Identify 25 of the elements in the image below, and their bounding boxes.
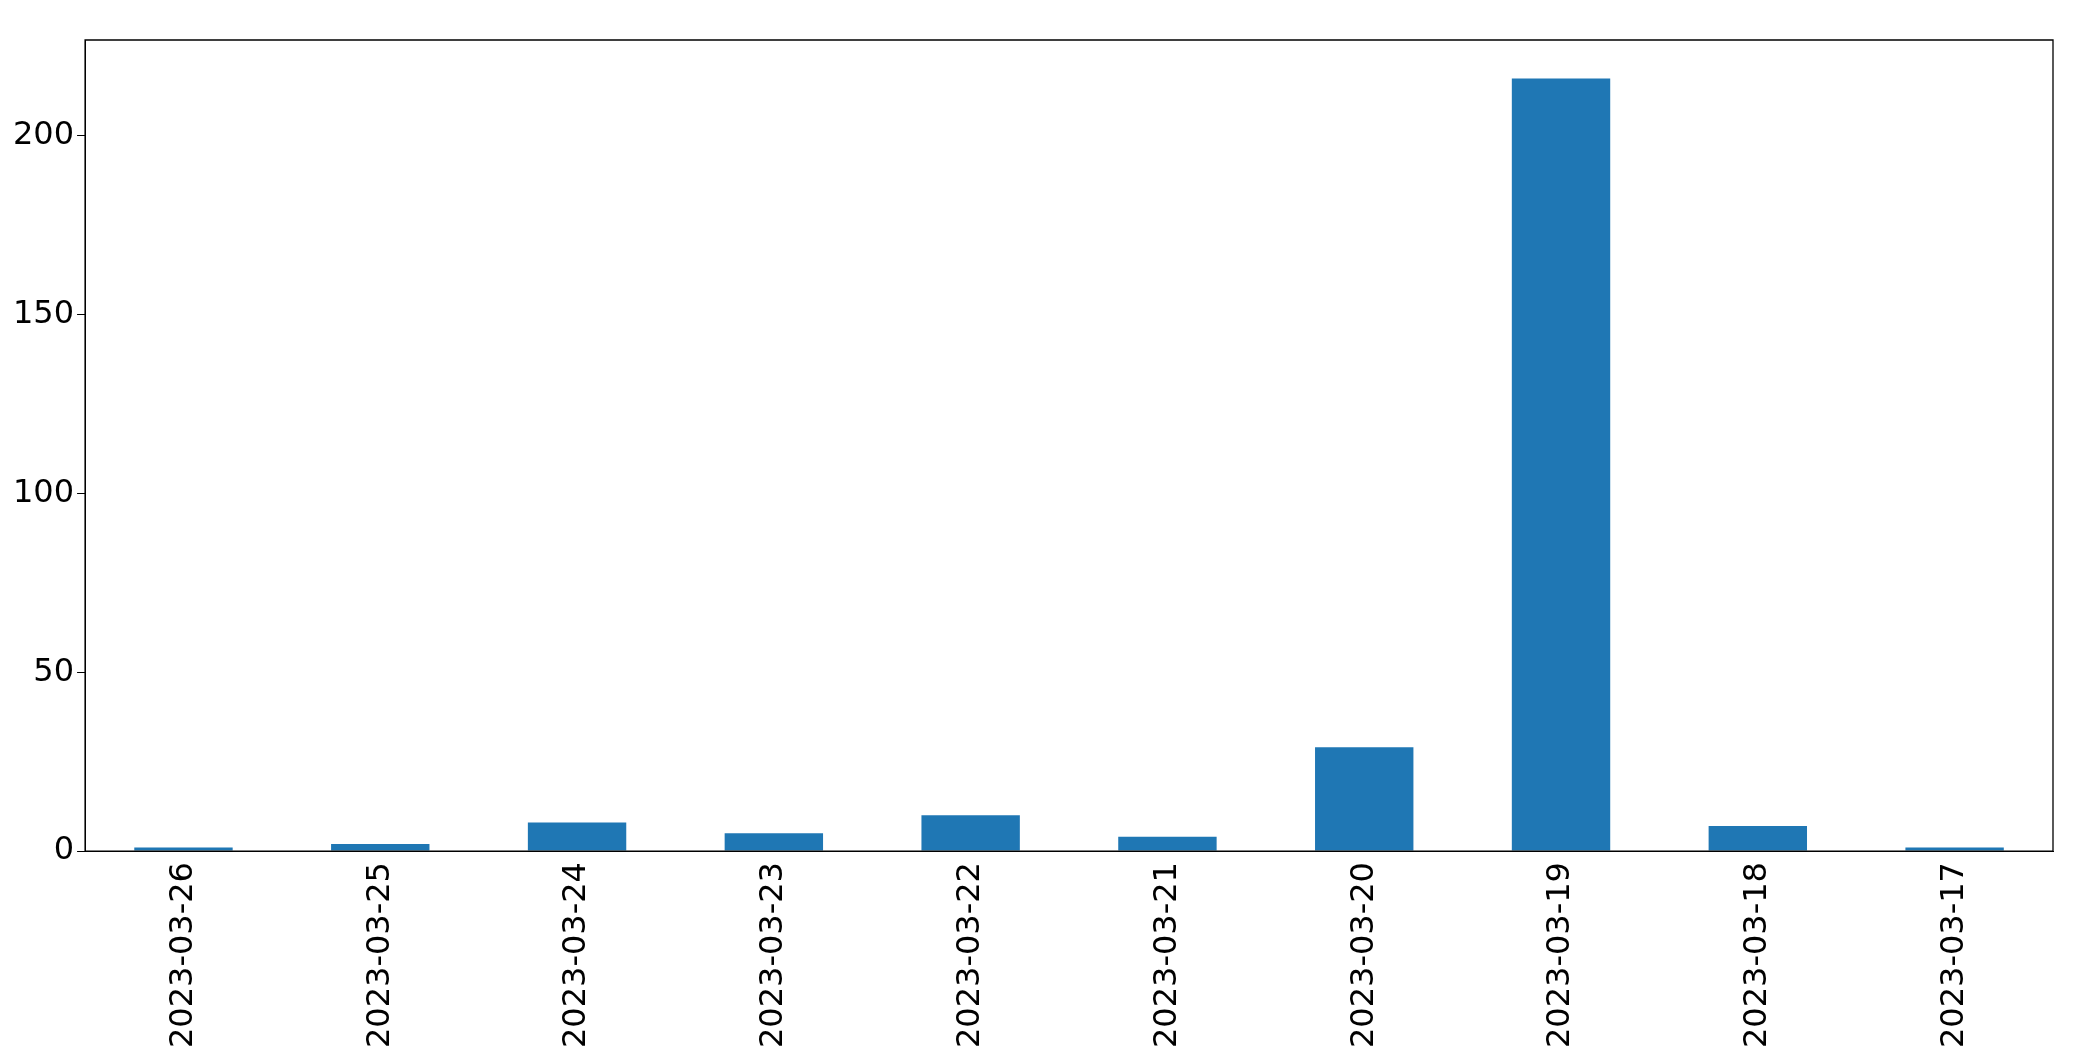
bar	[527, 822, 627, 851]
x-tick-label: 2023-03-20	[1342, 862, 1381, 1048]
x-tick-label: 2023-03-25	[358, 862, 397, 1048]
x-tick-label: 2023-03-21	[1145, 862, 1184, 1048]
bar	[1511, 78, 1611, 851]
bar	[921, 815, 1020, 851]
x-tick-label: 2023-03-19	[1539, 862, 1578, 1048]
x-tick-label: 2023-03-17	[1932, 862, 1971, 1048]
bar	[1315, 747, 1414, 851]
x-tick-label: 2023-03-26	[161, 862, 200, 1048]
bar	[724, 833, 824, 851]
y-tick-label: 50	[33, 650, 75, 689]
x-tick-label: 2023-03-23	[752, 862, 791, 1048]
bar	[1905, 847, 2004, 851]
x-tick-label: 2023-03-24	[555, 862, 594, 1048]
bar	[1118, 836, 1217, 851]
y-tick-label: 0	[53, 829, 75, 868]
bar	[134, 847, 233, 851]
y-tick-label: 200	[13, 114, 75, 153]
bar	[331, 843, 430, 851]
y-tick-label: 100	[13, 471, 75, 510]
bar	[1708, 826, 1808, 851]
x-tick-label: 2023-03-22	[948, 862, 987, 1048]
x-tick-label: 2023-03-18	[1736, 862, 1775, 1048]
y-tick-label: 150	[13, 292, 75, 331]
